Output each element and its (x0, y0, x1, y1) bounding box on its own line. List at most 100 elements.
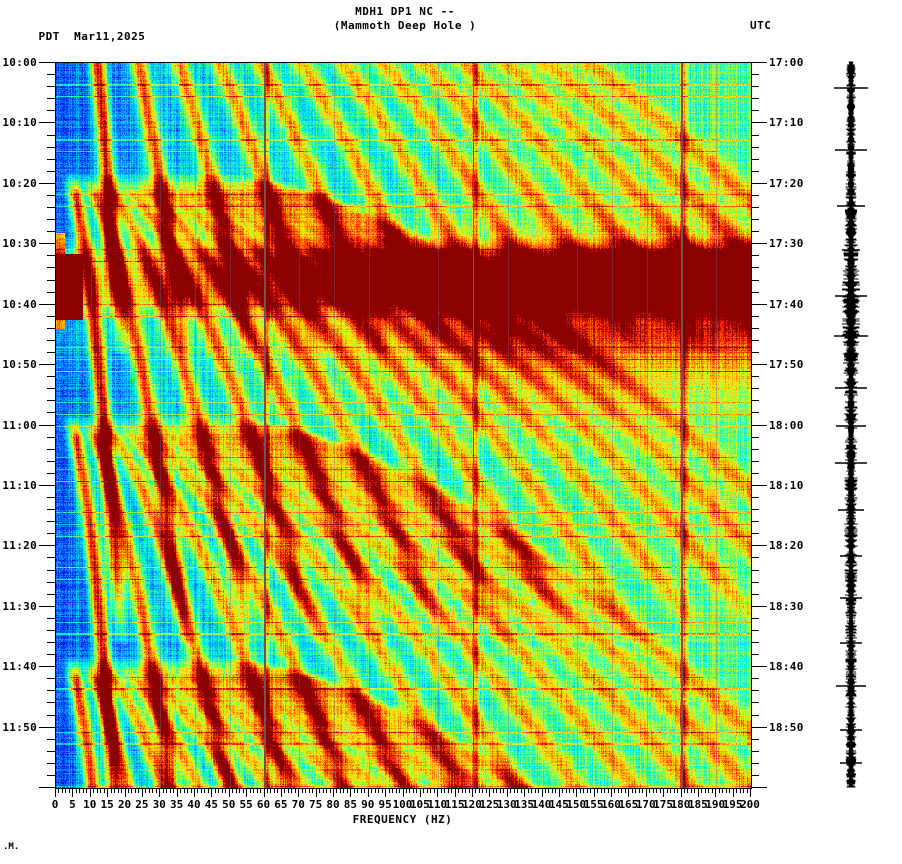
x-axis-minor-tick (260, 788, 261, 793)
y-axis-left-major-tick (39, 485, 55, 486)
x-axis-label: 125 (479, 798, 500, 811)
x-axis-minor-tick (399, 788, 400, 793)
y-axis-right-minor-tick (751, 570, 759, 571)
x-axis-label: 35 (170, 798, 184, 811)
x-axis-label: 135 (514, 798, 535, 811)
x-axis-minor-tick (173, 788, 174, 793)
x-axis-minor-tick (517, 788, 518, 793)
x-axis-minor-tick (76, 788, 77, 793)
x-axis-minor-tick (548, 788, 549, 793)
x-axis-label: 80 (326, 798, 340, 811)
x-axis-minor-tick (555, 788, 556, 793)
x-axis-minor-tick (625, 788, 626, 793)
y-axis-left-major-tick (39, 787, 55, 788)
x-axis-minor-tick (166, 788, 167, 793)
x-axis-minor-tick (583, 788, 584, 793)
x-axis-major-tick (576, 788, 577, 797)
y-axis-left-minor-tick (47, 557, 55, 558)
x-axis-minor-tick (486, 788, 487, 793)
x-axis-minor-tick (552, 788, 553, 793)
x-axis-major-tick (559, 788, 560, 797)
x-axis-major-tick (611, 788, 612, 797)
x-axis-label: 150 (566, 798, 587, 811)
y-axis-left-minor-tick (47, 255, 55, 256)
y-axis-right-minor-tick (751, 642, 759, 643)
y-axis-left-minor-tick (47, 594, 55, 595)
y-axis-right-minor-tick (751, 135, 759, 136)
x-axis-minor-tick (93, 788, 94, 793)
x-axis-minor-tick (448, 788, 449, 793)
y-axis-right-minor-tick (751, 207, 759, 208)
x-axis-major-tick (142, 788, 143, 797)
x-axis-minor-tick (580, 788, 581, 793)
spectrogram-plot[interactable] (55, 62, 752, 789)
y-axis-right-minor-tick (751, 328, 759, 329)
x-axis-minor-tick (340, 788, 341, 793)
x-axis-minor-tick (479, 788, 480, 793)
x-axis-major-tick (211, 788, 212, 797)
x-axis-minor-tick (722, 788, 723, 793)
x-axis-minor-tick (590, 788, 591, 793)
x-axis-minor-tick (152, 788, 153, 793)
y-axis-left-label: 10:00 (2, 56, 37, 69)
x-axis-minor-tick (528, 788, 529, 793)
x-axis-minor-tick (573, 788, 574, 793)
x-axis-minor-tick (691, 788, 692, 793)
x-axis-minor-tick (701, 788, 702, 793)
y-axis-right-minor-tick (751, 497, 759, 498)
x-axis-label: 190 (705, 798, 726, 811)
x-axis-minor-tick (406, 788, 407, 793)
y-axis-left-minor-tick (47, 207, 55, 208)
x-axis-major-tick (437, 788, 438, 797)
y-axis-right-minor-tick (751, 702, 759, 703)
x-axis-minor-tick (747, 788, 748, 793)
x-axis-label: 105 (409, 798, 430, 811)
x-axis-minor-tick (319, 788, 320, 793)
y-axis-right-minor-tick (751, 533, 759, 534)
y-axis-left-minor-tick (47, 135, 55, 136)
x-axis-minor-tick (601, 788, 602, 793)
y-axis-left-major-tick (39, 304, 55, 305)
x-axis-minor-tick (729, 788, 730, 793)
x-axis-minor-tick (295, 788, 296, 793)
x-axis-label: 95 (378, 798, 392, 811)
y-axis-right-minor-tick (751, 74, 759, 75)
x-axis-major-tick (594, 788, 595, 797)
x-axis-label: 70 (291, 798, 305, 811)
x-axis-major-tick (159, 788, 160, 797)
x-axis-minor-tick (510, 788, 511, 793)
x-axis-minor-tick (444, 788, 445, 793)
x-axis-label: 10 (83, 798, 97, 811)
x-axis-minor-tick (208, 788, 209, 793)
y-axis-left-minor-tick (47, 618, 55, 619)
y-axis-left-minor-tick (47, 147, 55, 148)
x-axis-minor-tick (687, 788, 688, 793)
y-axis-left-minor-tick (47, 775, 55, 776)
x-axis-minor-tick (302, 788, 303, 793)
x-axis-minor-tick (170, 788, 171, 793)
x-axis-major-tick (90, 788, 91, 797)
y-axis-left-label: 11:10 (2, 479, 37, 492)
y-axis-left-minor-tick (47, 195, 55, 196)
x-axis-minor-tick (128, 788, 129, 793)
spectrogram-canvas[interactable] (56, 63, 751, 788)
x-axis-minor-tick (191, 788, 192, 793)
y-axis-right-minor-tick (751, 412, 759, 413)
x-axis-minor-tick (86, 788, 87, 793)
x-axis-minor-tick (222, 788, 223, 793)
y-axis-right-minor-tick (751, 171, 759, 172)
header-date: Mar11,2025 (74, 30, 146, 43)
y-axis-left-minor-tick (47, 412, 55, 413)
x-axis-minor-tick (667, 788, 668, 793)
y-axis-right-minor-tick (751, 195, 759, 196)
x-axis-minor-tick (62, 788, 63, 793)
x-axis-label: 130 (496, 798, 517, 811)
x-axis-minor-tick (145, 788, 146, 793)
x-axis-major-tick (750, 788, 751, 797)
frequency-axis-title: FREQUENCY (HZ) (352, 813, 453, 826)
x-axis-major-tick (107, 788, 108, 797)
x-axis-minor-tick (562, 788, 563, 793)
x-axis-label: 180 (670, 798, 691, 811)
x-axis-minor-tick (608, 788, 609, 793)
